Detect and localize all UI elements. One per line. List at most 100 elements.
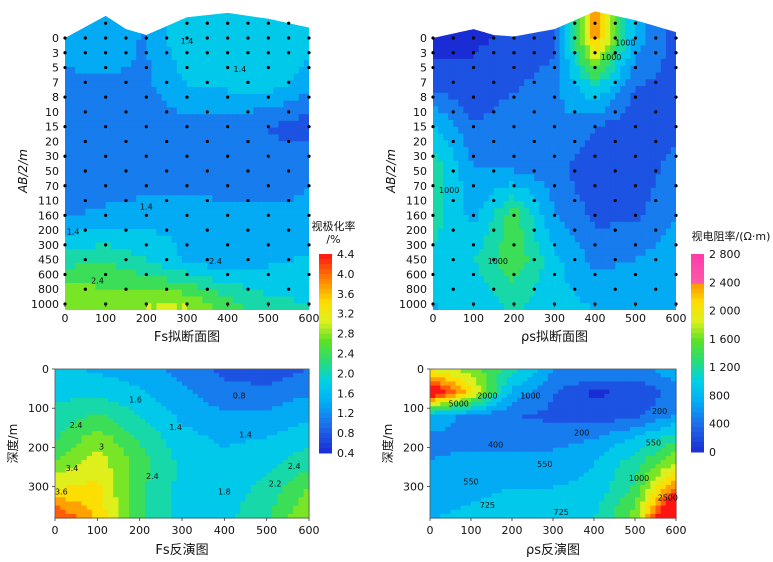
heatmap-cell — [146, 120, 153, 129]
heatmap-cell — [670, 201, 676, 209]
heatmap-cell — [665, 153, 672, 162]
heatmap-cell — [514, 262, 520, 270]
heatmap-cell — [207, 303, 214, 311]
heatmap-cell — [166, 289, 173, 298]
heatmap-cell — [115, 66, 122, 75]
heatmap-cell — [80, 195, 86, 203]
heatmap-cell — [508, 52, 515, 60]
heatmap-cell — [156, 60, 163, 68]
heatmap-cell — [176, 377, 183, 383]
heatmap-cell — [227, 100, 234, 109]
heatmap-cell — [242, 201, 249, 210]
heatmap-cell — [549, 276, 556, 284]
heatmap-cell — [564, 79, 571, 87]
heatmap-cell — [227, 107, 234, 115]
heatmap-cell — [458, 38, 464, 46]
heatmap-cell — [539, 92, 545, 101]
heatmap-cell — [232, 80, 239, 88]
heatmap-cell — [90, 19, 97, 27]
heatmap-cell — [146, 168, 153, 176]
heatmap-cell — [187, 296, 193, 304]
heatmap-cell — [473, 282, 480, 291]
heatmap-cell — [95, 269, 102, 277]
heatmap-cell — [256, 381, 262, 387]
heatmap-cell — [468, 45, 475, 53]
heatmap-cell — [171, 296, 178, 304]
contour-label: 1000 — [615, 38, 635, 47]
measurement-point — [124, 139, 128, 144]
heatmap-cell — [433, 194, 439, 203]
heatmap-cell — [589, 153, 596, 162]
heatmap-cell — [549, 187, 556, 196]
heatmap-cell — [595, 208, 601, 216]
heatmap-cell — [635, 201, 642, 209]
heatmap-cell — [605, 11, 611, 19]
heatmap-cell — [483, 147, 490, 155]
heatmap-cell — [458, 52, 464, 60]
heatmap-cell — [655, 228, 662, 236]
heatmap-cell — [217, 26, 224, 34]
measurement-point — [593, 95, 597, 99]
heatmap-cell — [95, 100, 102, 109]
heatmap-cell — [453, 65, 459, 74]
heatmap-cell — [493, 174, 500, 182]
heatmap-cell — [539, 181, 545, 189]
heatmap-cell — [207, 147, 214, 156]
heatmap-cell — [156, 188, 163, 196]
heatmap-cell — [197, 141, 203, 149]
heatmap-cell — [503, 99, 510, 108]
heatmap-cell — [80, 73, 86, 81]
heatmap-cell — [488, 147, 495, 155]
heatmap-cell — [283, 282, 290, 291]
heatmap-cell — [203, 381, 210, 387]
heatmap-cell — [564, 153, 571, 162]
y-tick-label: 1000 — [399, 298, 427, 311]
heatmap-cell — [293, 93, 300, 102]
heatmap-cell — [187, 127, 193, 136]
heatmap-cell — [448, 45, 454, 53]
heatmap-cell — [303, 154, 309, 163]
heatmap-cell — [463, 187, 470, 196]
heatmap-cell — [620, 303, 626, 311]
heatmap-cell — [519, 228, 525, 236]
heatmap-cell — [120, 114, 127, 122]
heatmap-cell — [166, 222, 173, 230]
heatmap-cell — [217, 289, 224, 298]
measurement-point — [83, 51, 87, 55]
heatmap-cell — [288, 73, 295, 81]
measurement-point — [104, 213, 108, 217]
heatmap-cell — [438, 126, 444, 135]
heatmap-cell — [610, 31, 616, 40]
heatmap-cell — [123, 373, 130, 378]
heatmap-cell — [453, 11, 459, 19]
heatmap-cell — [227, 228, 234, 237]
heatmap-cell — [232, 276, 239, 284]
heatmap-cell — [670, 276, 676, 284]
heatmap-cell — [65, 141, 71, 149]
heatmap-cell — [242, 215, 249, 223]
heatmap-cell — [298, 276, 305, 284]
heatmap-cell — [610, 174, 616, 182]
heatmap-cell — [217, 195, 224, 203]
heatmap-cell — [136, 208, 142, 217]
heatmap-cell — [493, 11, 500, 19]
heatmap-cell — [181, 100, 188, 109]
heatmap-cell — [65, 397, 72, 403]
heatmap-cell — [100, 147, 107, 156]
heatmap-cell — [120, 46, 127, 54]
heatmap-cell — [227, 161, 234, 169]
heatmap-cell — [161, 73, 168, 81]
heatmap-cell — [564, 99, 571, 108]
heatmap-cell — [569, 92, 576, 101]
heatmap-cell — [610, 153, 616, 162]
measurement-point — [431, 65, 435, 70]
heatmap-cell — [468, 99, 475, 108]
heatmap-cell — [166, 385, 173, 391]
heatmap-cell — [468, 119, 475, 128]
measurement-point — [674, 125, 678, 129]
heatmap-cell — [458, 133, 464, 141]
heatmap-cell — [514, 72, 520, 80]
heatmap-cell — [273, 127, 280, 136]
heatmap-cell — [458, 187, 464, 196]
heatmap-cell — [105, 127, 112, 136]
